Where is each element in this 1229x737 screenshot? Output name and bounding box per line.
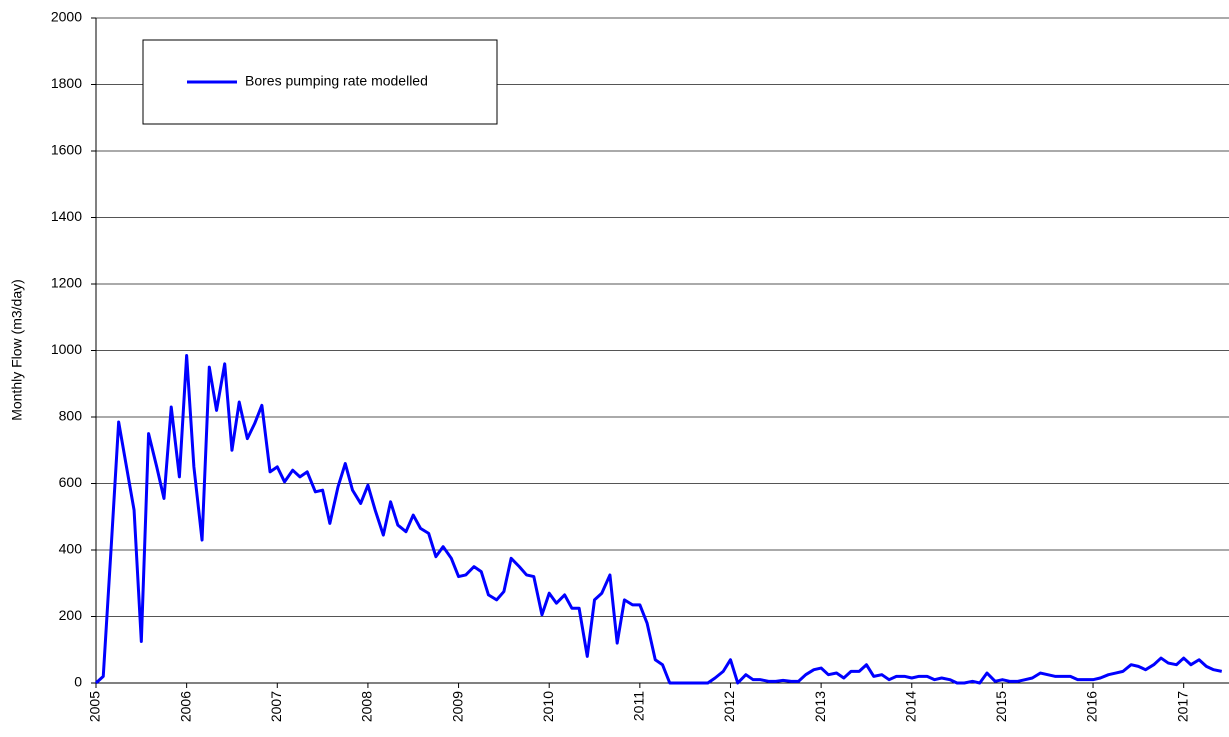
x-tick-label: 2010: [540, 691, 556, 722]
x-tick-label: 2016: [1084, 691, 1100, 722]
y-tick-label: 1800: [51, 75, 82, 91]
x-tick-label: 2011: [631, 691, 647, 721]
y-tick-label: 200: [59, 607, 83, 623]
x-tick-label: 2017: [1174, 691, 1190, 722]
y-tick-label: 2000: [51, 9, 82, 25]
x-tick-label: 2015: [993, 691, 1009, 722]
x-tick-label: 2006: [177, 691, 193, 722]
y-tick-label: 400: [59, 541, 83, 557]
y-tick-label: 800: [59, 408, 83, 424]
x-tick-label: 2014: [902, 691, 918, 722]
y-tick-label: 1400: [51, 208, 82, 224]
x-tick-label: 2013: [812, 691, 828, 722]
y-axis-label: Monthly Flow (m3/day): [9, 279, 25, 421]
data-line: [94, 353, 1223, 685]
legend-label: Bores pumping rate modelled: [245, 73, 428, 89]
y-tick-label: 0: [74, 674, 82, 690]
x-tick-label: 2005: [87, 691, 103, 722]
x-tick-label: 2009: [449, 691, 465, 722]
x-tick-label: 2008: [359, 691, 375, 722]
x-tick-label: 2007: [268, 691, 284, 722]
x-tick-label: 2012: [721, 691, 737, 722]
y-tick-label: 1000: [51, 341, 82, 357]
y-tick-label: 1600: [51, 142, 82, 158]
y-tick-label: 1200: [51, 275, 82, 291]
y-tick-label: 600: [59, 474, 83, 490]
